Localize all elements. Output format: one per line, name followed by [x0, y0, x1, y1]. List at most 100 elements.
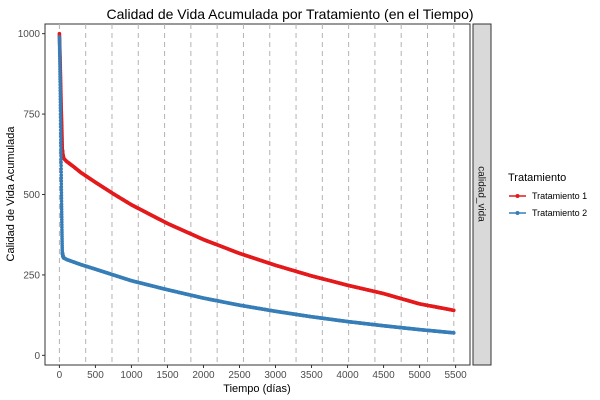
data-point	[58, 131, 63, 136]
data-point	[58, 125, 63, 129]
data-point	[58, 62, 62, 66]
x-tick-label: 500	[87, 370, 104, 381]
data-point	[58, 83, 62, 87]
y-tick-label: 500	[23, 190, 40, 201]
legend-title: Tratamiento	[508, 172, 566, 184]
data-point	[59, 196, 64, 201]
data-point	[58, 85, 62, 90]
data-point	[58, 64, 62, 69]
data-point	[59, 215, 64, 219]
data-point	[59, 204, 64, 209]
x-tick-label: 4500	[372, 370, 395, 381]
data-point	[58, 94, 63, 99]
legend-key-point	[515, 194, 520, 198]
data-point	[59, 212, 64, 217]
y-axis-title: Calidad de Vida Acumulada	[5, 126, 17, 262]
x-tick-label: 1500	[156, 370, 179, 381]
data-point	[59, 193, 64, 198]
data-point	[58, 121, 63, 126]
data-point	[58, 118, 63, 123]
data-point	[59, 179, 64, 183]
data-point	[59, 157, 63, 161]
data-point	[60, 220, 64, 224]
data-point	[58, 91, 63, 96]
x-tick-label: 5000	[408, 370, 431, 381]
data-point	[58, 88, 63, 93]
data-point	[59, 154, 63, 158]
legend-label-2: Tratamiento 2	[532, 208, 587, 218]
x-tick-label: 0	[57, 370, 63, 381]
vertical-reference-lines	[58, 24, 455, 365]
series-layer	[57, 31, 456, 335]
x-axis-title: Tiempo (días)	[223, 383, 290, 395]
facet-strip-label: calidad_vida	[476, 166, 487, 222]
legend-item-2: Tratamiento 2	[509, 208, 587, 218]
x-tick-label: 2500	[228, 370, 251, 381]
data-point	[59, 184, 64, 189]
data-point	[59, 160, 63, 165]
data-point	[58, 77, 62, 82]
legend-key-point	[515, 211, 520, 215]
data-point	[58, 112, 63, 116]
data-point	[59, 147, 63, 152]
data-point	[59, 217, 64, 222]
data-point	[57, 54, 62, 58]
chart-title: Calidad de Vida Acumulada por Tratamient…	[106, 6, 473, 22]
series-2	[57, 35, 456, 335]
data-point	[58, 69, 62, 74]
legend-item-1: Tratamiento 1	[509, 191, 587, 201]
x-axis: 0 500 1000 1500 2000 2500 3000 3500 4000 4500 5000…	[57, 365, 467, 381]
data-point	[59, 210, 64, 214]
data-point	[58, 134, 63, 139]
data-point	[451, 331, 456, 335]
data-point	[59, 202, 64, 206]
y-tick-label: 750	[23, 110, 40, 121]
x-tick-label: 2000	[192, 370, 215, 381]
legend-label-1: Tratamiento 1	[532, 191, 587, 201]
data-point	[59, 138, 63, 142]
data-point	[58, 103, 63, 107]
data-point	[59, 170, 63, 174]
data-point	[60, 222, 64, 227]
data-point	[59, 150, 63, 155]
x-tick-label: 4000	[336, 370, 359, 381]
data-point	[58, 67, 62, 71]
data-point	[58, 74, 62, 79]
data-point	[59, 187, 64, 192]
series-1	[57, 31, 456, 313]
data-point	[59, 207, 64, 212]
data-point	[59, 173, 64, 177]
data-point	[59, 199, 64, 204]
data-point	[451, 308, 456, 313]
data-point	[59, 141, 63, 145]
data-point	[59, 190, 64, 195]
data-point	[58, 109, 63, 113]
x-tick-label: 1000	[120, 370, 143, 381]
data-point	[58, 100, 63, 104]
y-tick-label: 0	[34, 351, 40, 362]
legend: Tratamiento Tratamiento 1 Tratamiento 2	[508, 172, 587, 218]
data-point	[59, 166, 63, 171]
data-point	[58, 80, 62, 84]
data-point	[59, 163, 63, 168]
data-point	[60, 225, 64, 230]
data-point	[58, 106, 63, 110]
data-point	[58, 115, 63, 120]
data-point	[58, 56, 62, 61]
x-tick-label: 3500	[300, 370, 323, 381]
data-point	[59, 144, 63, 149]
data-point	[59, 176, 64, 180]
data-point	[58, 97, 63, 102]
y-tick-label: 1000	[18, 29, 41, 40]
y-axis: 0 250 500 750 1000	[18, 29, 45, 362]
data-point	[58, 59, 62, 64]
x-tick-label: 3000	[264, 370, 287, 381]
x-tick-label: 5500	[444, 370, 467, 381]
data-point	[59, 182, 64, 186]
y-tick-label: 250	[23, 270, 40, 281]
plot-panel	[44, 23, 471, 366]
data-point	[58, 128, 63, 132]
data-point	[58, 72, 62, 76]
facet-strip	[472, 23, 492, 366]
